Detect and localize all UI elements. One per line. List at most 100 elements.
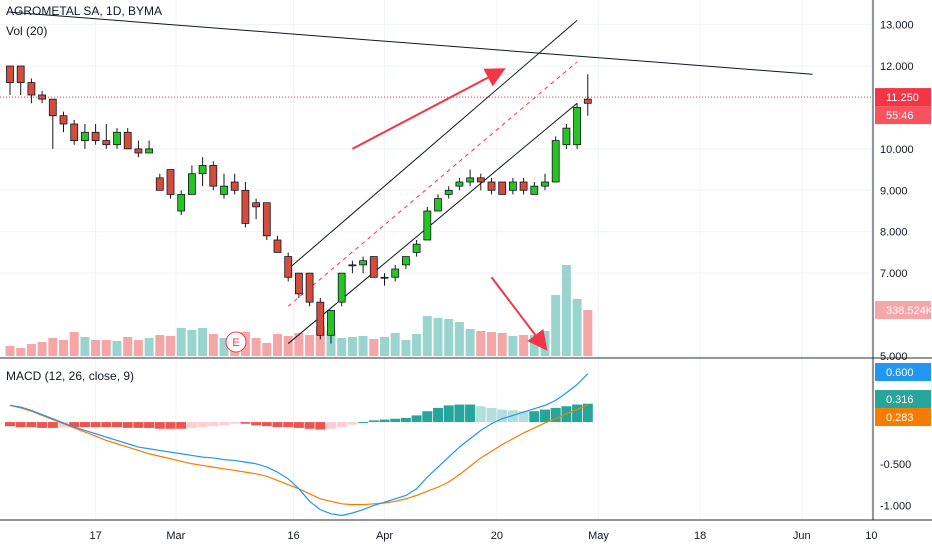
macd-histogram-bar <box>133 422 144 428</box>
price-axis-tick: 8.000 <box>880 227 908 239</box>
candle-body <box>380 276 389 279</box>
candle-body <box>455 181 464 187</box>
candle-body <box>551 140 560 183</box>
macd-histogram-bar <box>582 403 593 423</box>
volume-bar <box>123 337 133 356</box>
volume-bar <box>294 333 304 356</box>
volume-bar <box>390 333 400 356</box>
candle-body <box>423 210 432 241</box>
volume-bar <box>305 335 315 356</box>
candle-body <box>401 256 410 266</box>
candle-body <box>273 239 282 253</box>
macd-line <box>9 373 589 517</box>
time-axis-tick: Mar <box>166 530 185 542</box>
time-axis-tick: 10 <box>865 530 877 542</box>
candle-body <box>59 115 68 125</box>
volume-bar <box>26 344 36 356</box>
candle-body <box>476 177 485 183</box>
macd-histogram-bar <box>540 409 550 423</box>
macd-histogram-bar <box>326 422 336 429</box>
symbol-title: AGROMETAL SA, 1D, BYMA <box>6 4 163 18</box>
macd-histogram-bar <box>197 422 208 428</box>
volume-bar <box>91 340 101 356</box>
candle-body <box>27 82 36 96</box>
channel-median-line <box>287 61 578 307</box>
candle-body <box>48 98 57 117</box>
drawings[interactable] <box>0 11 873 351</box>
volume-bar <box>37 342 47 356</box>
volume-bar <box>5 346 15 356</box>
macd-histogram-bar <box>422 411 433 423</box>
candle-body <box>262 202 271 237</box>
histogram-value-badge-bg <box>875 390 931 409</box>
candle-body <box>337 272 346 303</box>
volume-bar <box>561 265 571 356</box>
candle-body <box>508 181 517 191</box>
macd-histogram-bar <box>122 422 133 428</box>
volume-bar <box>133 340 143 356</box>
macd-histogram-bar <box>219 422 229 426</box>
macd-histogram-bar <box>486 407 497 423</box>
macd-histogram-bar <box>186 422 197 428</box>
candle-body <box>209 165 218 187</box>
candle-body <box>6 65 14 83</box>
volume-bar <box>48 338 58 356</box>
resistance-trendline <box>9 11 813 75</box>
candle-body <box>145 148 154 154</box>
macd-histogram-bar <box>507 410 518 423</box>
price-axis-tick: 7.000 <box>880 268 908 280</box>
macd-histogram-bar <box>358 422 369 424</box>
macd-histogram-bar <box>550 407 561 423</box>
candle-body <box>70 123 79 141</box>
volume-bar <box>251 338 261 356</box>
macd-histogram-bar <box>58 422 69 428</box>
price-labels: E 11.250 55:46 338.524K 0.600 0.316 0.283 <box>225 88 932 427</box>
volume-bar <box>69 332 79 356</box>
candle-body <box>294 272 303 295</box>
macd-indicator-label[interactable]: MACD (12, 26, close, 9) <box>6 369 135 383</box>
time-axis-tick: 16 <box>287 530 299 542</box>
macd-histogram-bar <box>37 422 48 428</box>
macd-histogram-bar <box>293 422 304 428</box>
candle-body <box>91 131 100 141</box>
macd-value-badge: 0.600 <box>886 367 914 379</box>
macd-histogram-bar <box>347 422 358 425</box>
candle-body <box>230 181 239 191</box>
price-axis-tick: 12.000 <box>880 61 914 73</box>
volume-bar <box>465 329 475 356</box>
macd-histogram-bar <box>15 422 26 428</box>
macd-histogram-bar <box>368 420 379 423</box>
candle-body <box>359 260 368 266</box>
signal-value-badge-bg <box>875 408 931 427</box>
macd-histogram-bar <box>208 422 219 427</box>
macd-histogram-bar <box>47 422 58 428</box>
macd-histogram-bar <box>475 406 486 423</box>
volume-bar <box>508 336 518 356</box>
signal-value-badge: 0.283 <box>886 412 914 424</box>
trend-arrow-down <box>490 276 548 351</box>
price-axis-tick: 9.000 <box>880 185 908 197</box>
time-axis-tick: May <box>588 530 609 542</box>
volume-indicator-label[interactable]: Vol (20) <box>6 24 48 38</box>
macd-histogram-bar <box>454 404 465 423</box>
candle-body <box>498 181 507 195</box>
candle-body <box>444 189 453 195</box>
candle-body <box>220 185 228 195</box>
volume-bar <box>347 337 357 356</box>
macd-pane <box>5 373 593 517</box>
candle-body <box>198 165 207 175</box>
macd-histogram-bar <box>315 422 326 430</box>
volume-value-badge-bg <box>875 301 931 319</box>
candle-body <box>134 148 143 154</box>
candle-body <box>348 264 357 267</box>
volume-bar <box>583 310 593 356</box>
macd-histogram-bar <box>304 422 315 429</box>
macd-histogram-bar <box>90 422 101 428</box>
volume-bar <box>112 341 122 356</box>
macd-histogram-bar <box>251 422 262 426</box>
macd-histogram-bar <box>433 407 443 423</box>
countdown-badge: 55:46 <box>886 110 914 122</box>
candle-body <box>391 268 400 278</box>
